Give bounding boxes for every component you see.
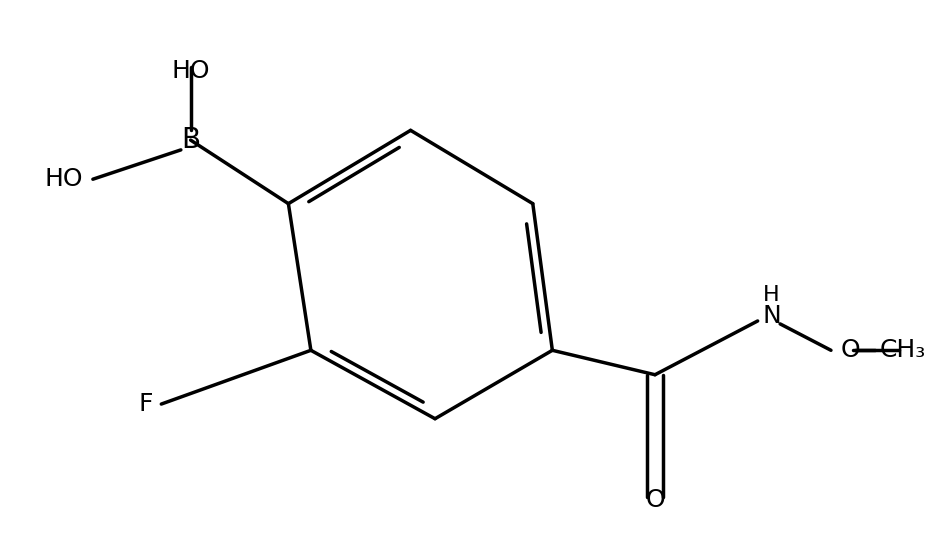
Text: O: O [841,338,860,362]
Text: CH₃: CH₃ [880,338,926,362]
Text: N: N [763,304,781,328]
Text: B: B [181,126,200,154]
Text: HO: HO [171,59,210,83]
Text: H: H [763,285,779,305]
Text: HO: HO [45,167,83,191]
Text: F: F [139,392,153,416]
Text: O: O [645,487,665,512]
